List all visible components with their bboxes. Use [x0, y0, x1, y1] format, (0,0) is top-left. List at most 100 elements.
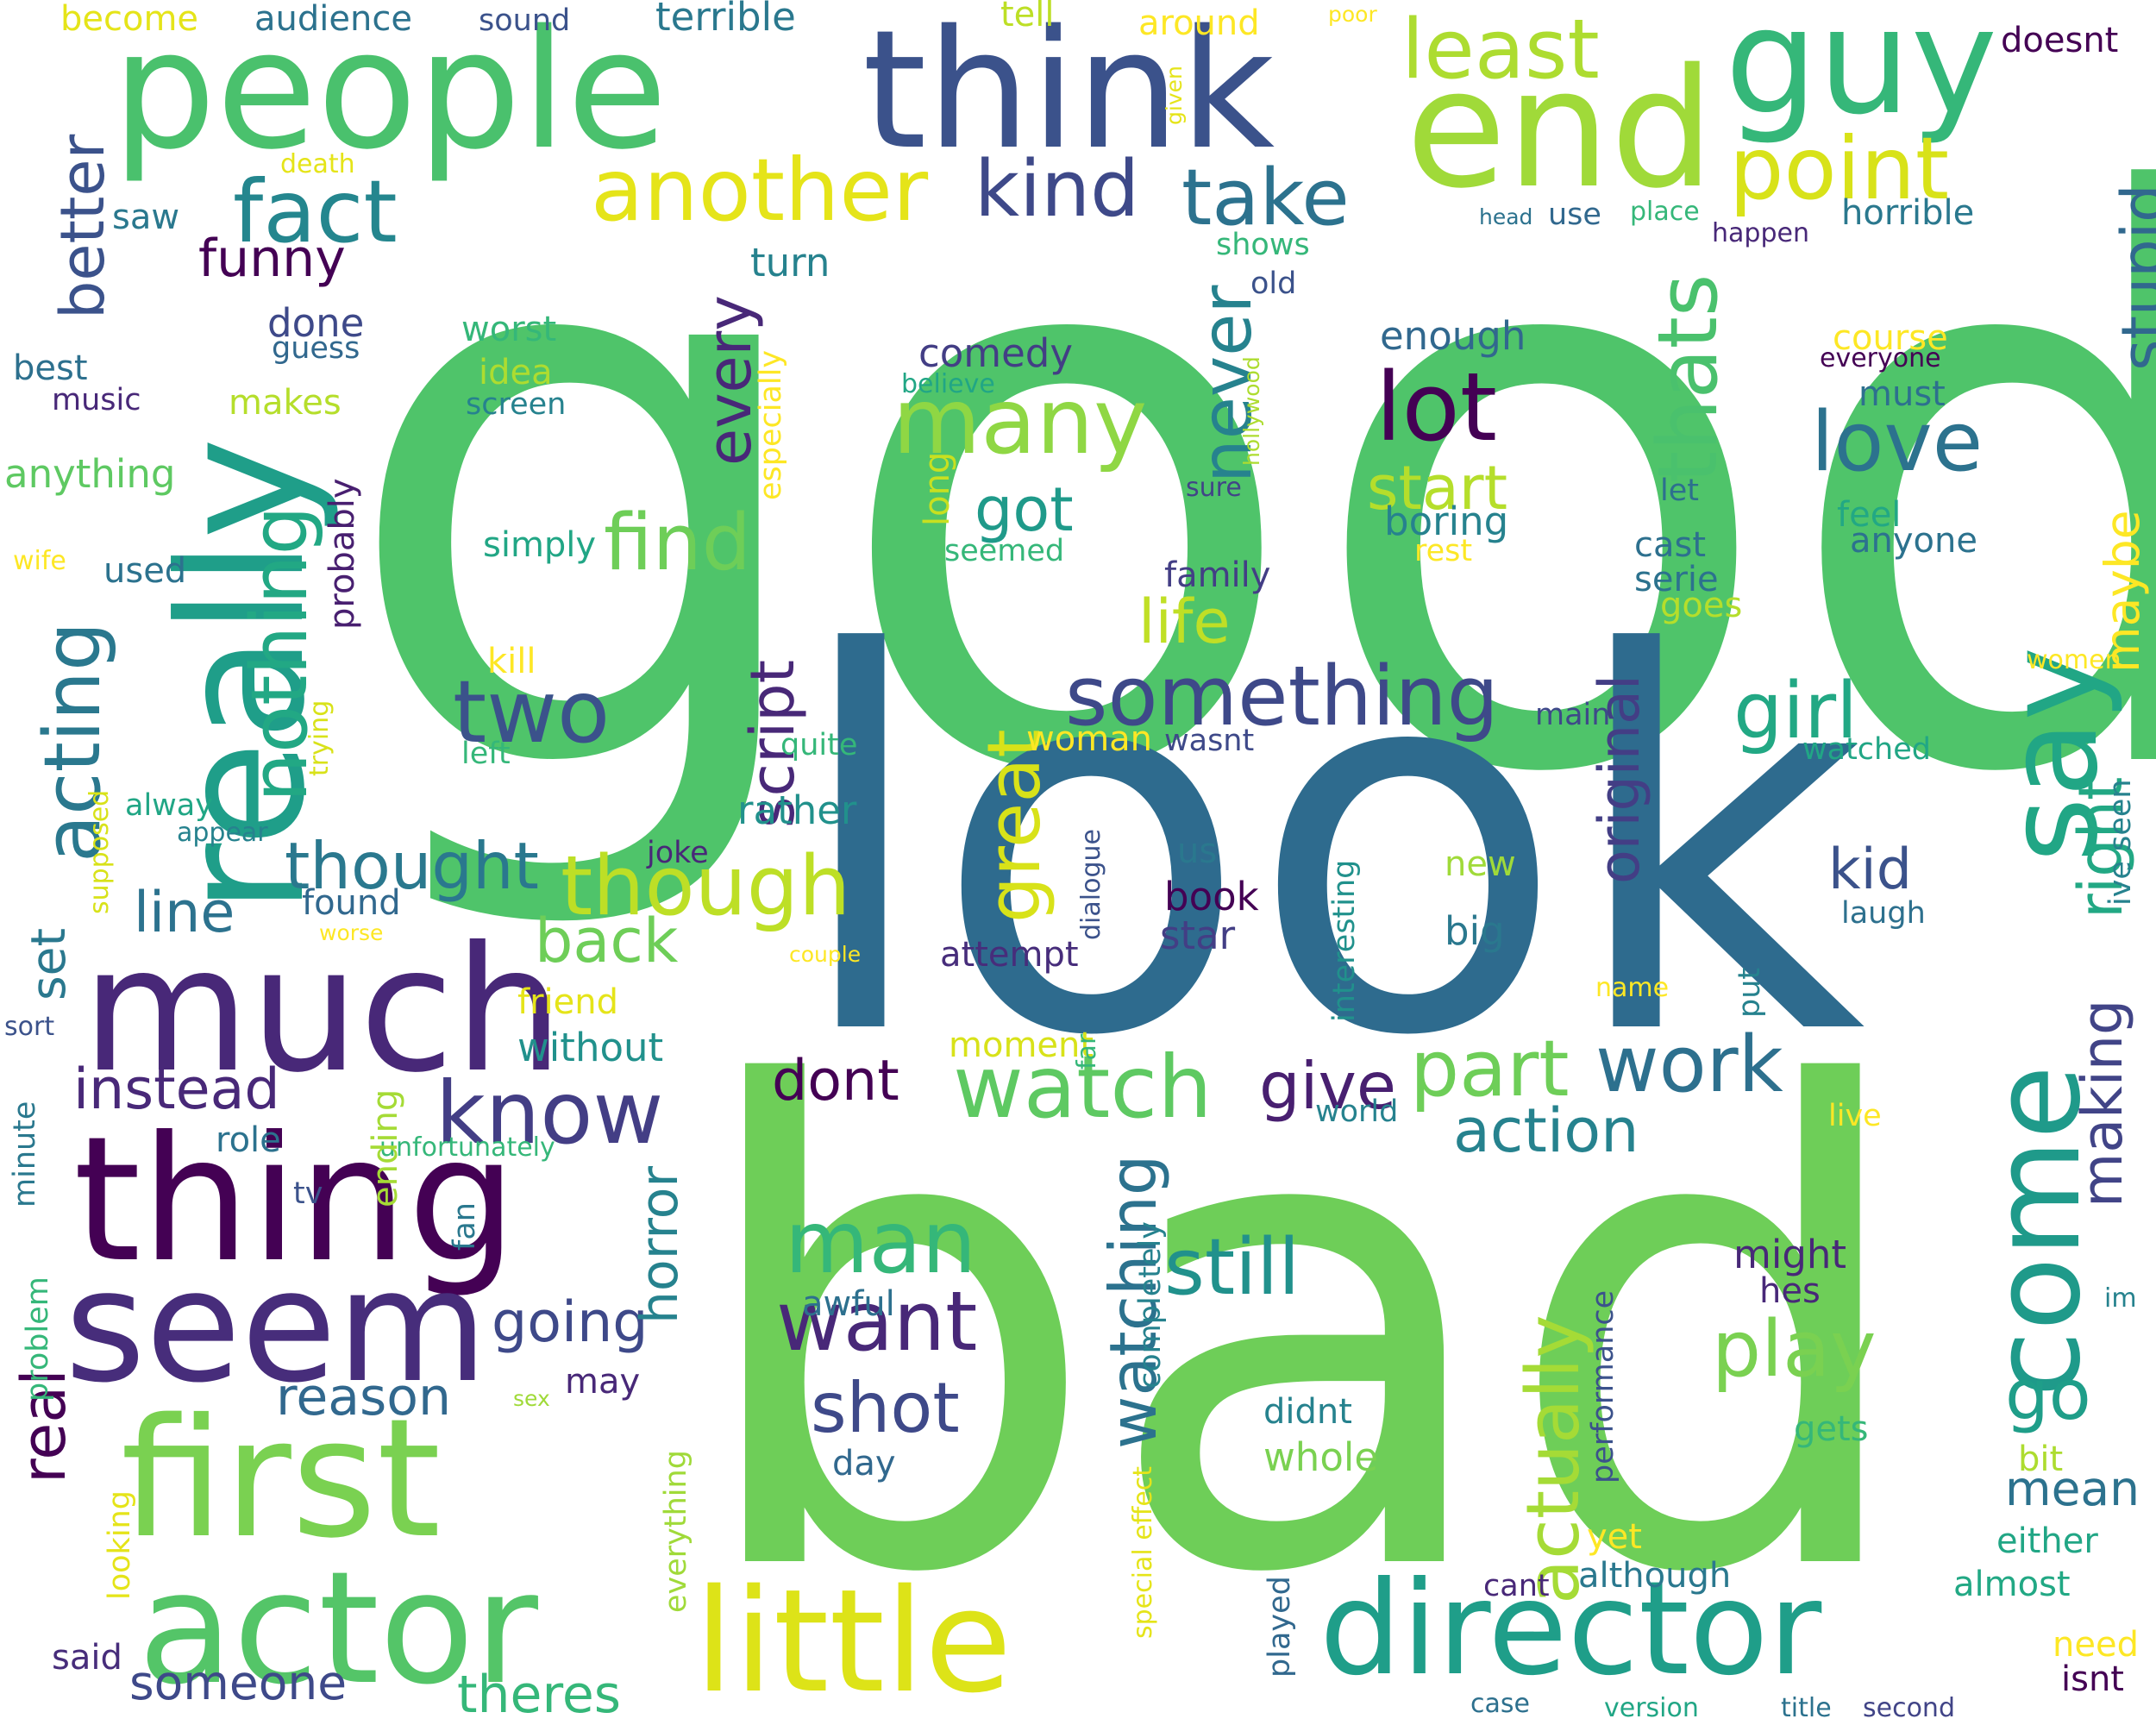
word-nothing: nothing: [235, 505, 325, 802]
word-moment: moment: [949, 1026, 1094, 1065]
word-given: given: [1162, 66, 1187, 125]
word-hollywood: hollywood: [1239, 356, 1264, 466]
word-death: death: [280, 149, 355, 179]
word-thats: thats: [1641, 274, 1736, 483]
word-im: im: [2104, 1283, 2137, 1314]
word-poor: poor: [1328, 2, 1377, 27]
word-work: work: [1595, 1019, 1783, 1110]
word-shot: shot: [811, 1368, 960, 1448]
word-terrible: terrible: [655, 0, 796, 40]
word-probably: probably: [323, 478, 362, 630]
word-great: great: [972, 729, 1057, 923]
word-mean: mean: [2005, 1461, 2140, 1516]
word-woman: woman: [1026, 719, 1152, 759]
word-people: people: [112, 0, 667, 185]
word-ending: ending: [366, 1089, 405, 1208]
word-hes: hes: [1759, 1271, 1821, 1311]
word-serie: serie: [1634, 560, 1719, 599]
word-funny: funny: [198, 229, 346, 289]
word-horror: horror: [630, 1166, 690, 1324]
word-anything: anything: [4, 451, 175, 497]
word-cant: cant: [1483, 1569, 1550, 1603]
word-main: main: [1535, 698, 1610, 732]
word-case: case: [1470, 1689, 1530, 1719]
word-seem: seem: [65, 1237, 488, 1417]
word-supposed: supposed: [85, 790, 115, 914]
word-couple: couple: [789, 942, 861, 967]
word-go: go: [2005, 1355, 2091, 1435]
word-awful: awful: [802, 1284, 895, 1324]
word-start: start: [1367, 453, 1507, 524]
word-use: use: [1548, 198, 1601, 232]
word-yet: yet: [1587, 1517, 1642, 1557]
word-music: music: [52, 383, 141, 417]
word-role: role: [216, 1120, 281, 1160]
word-everyone: everyone: [1820, 343, 1941, 373]
word-attempt: attempt: [940, 935, 1079, 975]
word-become: become: [60, 0, 198, 39]
word-world: world: [1315, 1095, 1398, 1129]
word-instead: instead: [73, 1057, 280, 1122]
word-sound: sound: [479, 3, 570, 38]
word-though: though: [561, 839, 850, 934]
word-ive-seen: ive seen: [2103, 779, 2138, 906]
word-seemed: seemed: [944, 534, 1064, 568]
word-although: although: [1578, 1556, 1731, 1596]
word-someone: someone: [129, 1655, 347, 1710]
word-horrible: horrible: [1841, 193, 1974, 233]
word-women: women: [2027, 645, 2122, 675]
word-trying: trying: [304, 700, 335, 776]
word-little: little: [694, 1559, 1012, 1724]
word-far: far: [1072, 1033, 1102, 1070]
word-star: star: [1160, 913, 1236, 958]
word-almost: almost: [1953, 1565, 2071, 1604]
word-better: better: [47, 135, 118, 319]
word-sure: sure: [1186, 473, 1242, 503]
word-play: play: [1712, 1304, 1877, 1395]
word-watch: watch: [953, 1037, 1213, 1138]
word-much: much: [82, 910, 563, 1111]
word-saw: saw: [112, 198, 179, 237]
word-didnt: didnt: [1263, 1392, 1352, 1432]
word-let: let: [1660, 474, 1699, 508]
word-come: come: [1967, 1065, 2108, 1397]
word-find: find: [604, 498, 751, 588]
word-end: end: [1406, 34, 1714, 224]
word-completely: completely: [1133, 1221, 1168, 1389]
word-us: us: [1177, 831, 1217, 871]
word-cast: cast: [1634, 525, 1706, 565]
word-guess: guess: [272, 331, 360, 366]
word-left: left: [461, 737, 511, 771]
word-best: best: [13, 348, 88, 388]
word-every: every: [694, 295, 765, 466]
word-bad: bad: [686, 954, 1920, 1716]
word-without: without: [517, 1025, 663, 1070]
word-gets: gets: [1794, 1409, 1869, 1449]
word-kid: kid: [1828, 837, 1912, 902]
word-script: script: [737, 660, 808, 828]
word-really: really: [142, 437, 343, 914]
word-back: back: [535, 906, 679, 976]
word-live: live: [1828, 1099, 1882, 1133]
word-played: played: [1263, 1576, 1297, 1678]
word-alway: alway: [125, 788, 213, 823]
word-appear: appear: [177, 818, 268, 848]
word-looking: looking: [103, 1490, 137, 1600]
word-must: must: [1858, 374, 1946, 414]
word-life: life: [1138, 586, 1231, 657]
word-wife: wife: [13, 546, 66, 576]
word-might: might: [1733, 1232, 1846, 1277]
word-joke: joke: [646, 836, 709, 870]
word-wasnt: wasnt: [1164, 724, 1254, 758]
word-tell: tell: [1000, 0, 1055, 34]
word-real: real: [9, 1369, 79, 1484]
word-never: never: [1187, 285, 1267, 483]
word-think: think: [862, 0, 1275, 185]
word-going: going: [492, 1290, 649, 1355]
word-rather: rather: [737, 787, 857, 833]
word-director: director: [1319, 1554, 1822, 1704]
word-put: put: [1733, 968, 1767, 1018]
word-may: may: [565, 1362, 640, 1402]
